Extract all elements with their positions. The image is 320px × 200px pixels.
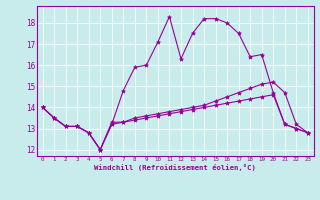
X-axis label: Windchill (Refroidissement éolien,°C): Windchill (Refroidissement éolien,°C) xyxy=(94,164,256,171)
